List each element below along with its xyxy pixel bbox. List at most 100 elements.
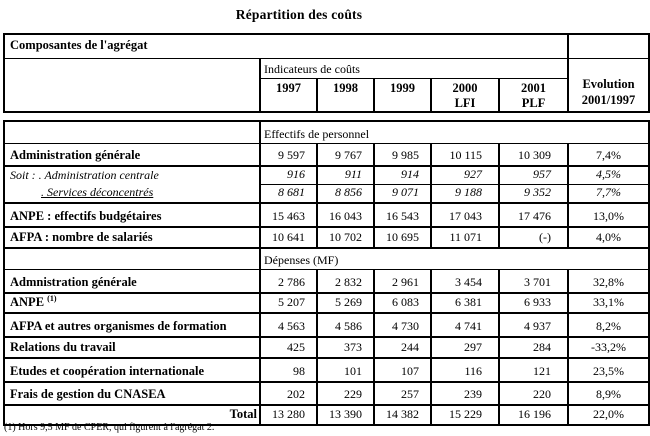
evolution-cell: 13,0%: [566, 203, 650, 228]
value-cell: 911: [316, 166, 374, 185]
row-label-text: Administration générale: [10, 148, 141, 162]
evolution-cell: 23,5%: [566, 358, 650, 383]
value-cell: 15 463: [259, 203, 317, 228]
value-cell: 17 476: [498, 203, 568, 228]
row-label-text: AFPA et autres organismes de formation: [10, 319, 227, 333]
row-label-text: ANPE: [10, 295, 45, 309]
value-cell: 14 382: [373, 405, 431, 425]
evolution-cell: 8,9%: [566, 382, 650, 406]
value-cell: 10 702: [316, 227, 374, 249]
value-cell: 9 767: [316, 143, 374, 167]
row-label: Soit : . Administration centrale: [4, 166, 260, 185]
value-cell: 297: [430, 337, 499, 359]
row-label: Total: [4, 405, 260, 425]
value-cell: 4 741: [430, 313, 499, 338]
value-cell: 373: [316, 337, 374, 359]
year-column-1997: 1997: [259, 78, 317, 112]
value-cell: 9 071: [373, 184, 431, 204]
table-row: Soit : . Administration centrale 916 911 91…: [4, 166, 650, 185]
value-cell: 3 701: [498, 269, 568, 294]
row-label-text: Frais de gestion du CNASEA: [10, 387, 166, 401]
value-cell: 10 115: [430, 143, 499, 167]
value-cell: 3 454: [430, 269, 499, 294]
table-row: Admnistration générale 2 786 2 832 2 961 3 4…: [4, 269, 650, 294]
evolution-cell: 22,0%: [566, 405, 650, 425]
row-label: Etudes et coopération internationale: [4, 358, 260, 383]
cost-indicators-header: Indicateurs de coûts: [258, 58, 569, 79]
value-cell: 957: [498, 166, 568, 185]
evolution-cell: 33,1%: [566, 293, 650, 314]
value-cell: 229: [316, 382, 374, 406]
value-cell: 10 309: [498, 143, 568, 167]
value-cell: 98: [259, 358, 317, 383]
value-cell: (-): [498, 227, 568, 249]
page-title: Répartition des coûts: [235, 7, 363, 22]
footnote-reference: (1): [47, 293, 57, 303]
value-cell: 244: [373, 337, 431, 359]
value-cell: 202: [259, 382, 317, 406]
value-cell: 4 586: [316, 313, 374, 338]
value-cell: 10 695: [373, 227, 431, 249]
table-row: Etudes et coopération internationale 98 10…: [4, 358, 650, 383]
value-cell: 2 832: [316, 269, 374, 294]
row-label: ANPE (1): [4, 293, 260, 314]
section-header: Dépenses (MF): [258, 248, 650, 270]
value-cell: 121: [498, 358, 568, 383]
table-row: Administration générale 9 597 9 767 9 985 10…: [4, 143, 650, 167]
value-cell: 4 730: [373, 313, 431, 338]
value-cell: 2 961: [373, 269, 431, 294]
evolution-cell: 8,2%: [566, 313, 650, 338]
value-cell: 425: [259, 337, 317, 359]
value-cell: 107: [373, 358, 431, 383]
section-spacer: [4, 248, 260, 270]
value-cell: 9 352: [498, 184, 568, 204]
value-cell: 15 229: [430, 405, 499, 425]
label-column-spacer: [4, 58, 260, 112]
value-cell: 6 933: [498, 293, 568, 314]
table-row: . Services déconcentrés 8 681 8 856 9 071 9 …: [4, 184, 650, 204]
aggregate-components-header: Composantes de l'agrégat: [4, 34, 569, 59]
value-cell: 5 269: [316, 293, 374, 314]
table-row: ANPE (1) 5 207 5 269 6 083 6 381 6 933 33,1%: [4, 293, 650, 314]
evolution-cell: 4,5%: [566, 166, 650, 185]
row-label: Administration générale: [4, 143, 260, 167]
row-label-text: AFPA : nombre de salariés: [10, 230, 153, 244]
value-cell: 6 381: [430, 293, 499, 314]
value-cell: 927: [430, 166, 499, 185]
table-row: Effectifs de personnel: [4, 121, 650, 144]
row-label-text: Soit : . Administration centrale: [10, 167, 159, 182]
evolution-cell: 32,8%: [566, 269, 650, 294]
row-label: Frais de gestion du CNASEA: [4, 382, 260, 406]
year-column-2001-plf: 2001 PLF: [497, 78, 569, 112]
value-cell: 4 937: [498, 313, 568, 338]
row-label-text: Total: [229, 407, 257, 421]
value-cell: 9 597: [259, 143, 317, 167]
value-cell: 11 071: [430, 227, 499, 249]
row-label-text: . Services déconcentrés: [41, 185, 154, 199]
year-column-1998: 1998: [316, 78, 374, 112]
value-cell: 9 188: [430, 184, 499, 204]
value-cell: 16 543: [373, 203, 431, 228]
evolution-cell: 4,0%: [566, 227, 650, 249]
value-cell: 239: [430, 382, 499, 406]
evolution-cell: 7,7%: [566, 184, 650, 204]
value-cell: 5 207: [259, 293, 317, 314]
row-label: Relations du travail: [4, 337, 260, 359]
table-row: ANPE : effectifs budgétaires 15 463 16 043…: [4, 203, 650, 228]
value-cell: 4 563: [259, 313, 317, 338]
value-cell: 16 196: [498, 405, 568, 425]
header-table: Composantes de l'agrégat Indicateurs de …: [3, 33, 650, 113]
value-cell: 914: [373, 166, 431, 185]
value-cell: 9 985: [373, 143, 431, 167]
value-cell: 220: [498, 382, 568, 406]
evolution-line2: 2001/1997: [581, 92, 636, 107]
section-spacer: [4, 121, 260, 144]
value-cell: 6 083: [373, 293, 431, 314]
table-row: Total 13 280 13 390 14 382 15 229 16 196 22,0%: [4, 405, 650, 425]
row-label: AFPA et autres organismes de formation: [4, 313, 260, 338]
row-label-text: Etudes et coopération internationale: [10, 364, 205, 378]
value-cell: 257: [373, 382, 431, 406]
value-cell: 13 390: [316, 405, 374, 425]
header-empty-cell: [567, 34, 650, 59]
evolution-cell: -33,2%: [566, 337, 650, 359]
